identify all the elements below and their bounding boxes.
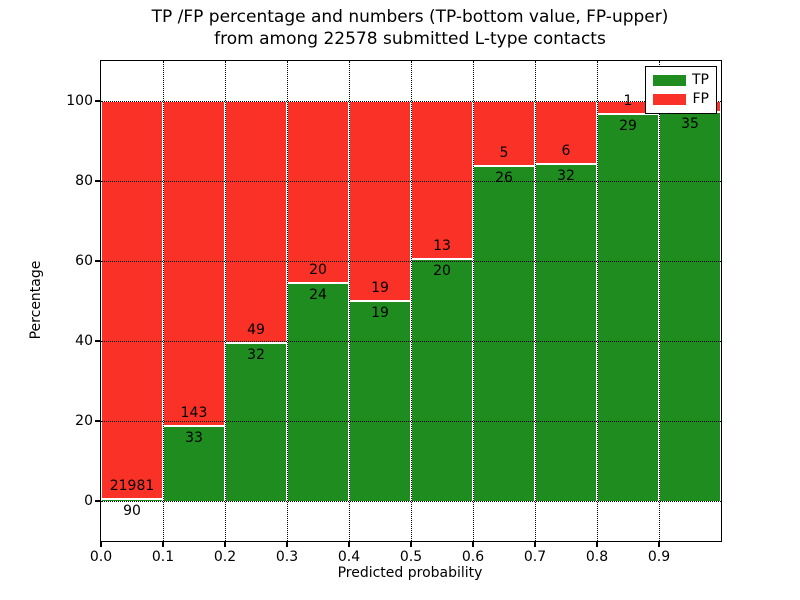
fp-count-label: 20 bbox=[309, 261, 327, 278]
x-tick bbox=[658, 541, 660, 547]
x-tick bbox=[348, 541, 350, 547]
x-axis-label: Predicted probability bbox=[337, 565, 483, 581]
y-tick bbox=[95, 340, 101, 342]
v-gridline bbox=[534, 61, 536, 541]
fp-count-label: 49 bbox=[247, 321, 265, 338]
tp-count-label: 32 bbox=[247, 346, 265, 363]
x-tick-label: 0.3 bbox=[275, 549, 299, 565]
y-tick-label: 40 bbox=[75, 333, 93, 349]
h-gridline bbox=[101, 420, 721, 422]
tp-bar-segment bbox=[411, 258, 473, 501]
h-gridline bbox=[101, 340, 721, 342]
v-gridline bbox=[286, 61, 288, 541]
fp-count-label: 143 bbox=[180, 405, 208, 421]
x-tick bbox=[596, 541, 598, 547]
tp-count-label: 90 bbox=[123, 503, 141, 520]
v-gridline bbox=[658, 61, 660, 541]
v-gridline bbox=[224, 61, 226, 541]
tp-bar-segment bbox=[659, 112, 721, 501]
v-gridline bbox=[472, 61, 474, 541]
y-tick-label: 100 bbox=[66, 93, 93, 109]
tp-count-label: 26 bbox=[495, 169, 513, 186]
tp-bar-segment bbox=[597, 114, 659, 501]
tp-count-label: 20 bbox=[433, 262, 451, 279]
fp-bar-segment bbox=[287, 101, 349, 283]
y-tick bbox=[95, 420, 101, 422]
v-gridline bbox=[596, 61, 598, 541]
y-tick bbox=[95, 180, 101, 182]
v-gridline bbox=[162, 61, 164, 541]
h-gridline bbox=[101, 100, 721, 102]
legend-item-tp: TP bbox=[653, 73, 709, 88]
fp-count-label: 1 bbox=[623, 93, 633, 110]
fp-bar-segment bbox=[349, 101, 411, 301]
v-gridline bbox=[410, 61, 412, 541]
fp-count-label: 21981 bbox=[109, 478, 155, 495]
fp-bar-segment bbox=[163, 101, 225, 426]
tp-count-label: 35 bbox=[681, 116, 699, 133]
tp-count-label: 29 bbox=[619, 118, 637, 135]
x-tick bbox=[534, 541, 536, 547]
fp-bar-segment bbox=[411, 101, 473, 259]
tp-count-label: 19 bbox=[371, 305, 389, 321]
x-tick-label: 0.6 bbox=[461, 549, 485, 565]
y-tick bbox=[95, 100, 101, 102]
fp-bar-segment bbox=[225, 101, 287, 343]
v-gridline bbox=[348, 61, 350, 541]
tp-bar-segment bbox=[349, 301, 411, 501]
tp-bar-segment bbox=[287, 282, 349, 501]
x-tick bbox=[162, 541, 164, 547]
x-tick bbox=[224, 541, 226, 547]
tp-color-swatch-icon bbox=[653, 75, 686, 86]
x-tick bbox=[472, 541, 474, 547]
x-tick-label: 0.8 bbox=[585, 549, 609, 565]
legend-label-tp: TP bbox=[692, 72, 709, 88]
fp-bar-segment bbox=[535, 101, 597, 165]
x-tick bbox=[286, 541, 288, 547]
legend-label-fp: FP bbox=[692, 91, 710, 107]
x-tick-label: 0.5 bbox=[399, 549, 423, 565]
y-axis-label: Percentage bbox=[28, 260, 44, 340]
fp-count-label: 6 bbox=[561, 143, 571, 160]
h-gridline bbox=[101, 260, 721, 262]
tp-bar-segment bbox=[473, 165, 535, 501]
plot-area: 2198190143334932202419191320526632129135… bbox=[66, 60, 722, 565]
tp-bar-segment bbox=[535, 164, 597, 501]
y-tick bbox=[95, 260, 101, 262]
x-tick-label: 0.1 bbox=[151, 549, 175, 565]
tp-count-label: 33 bbox=[185, 430, 203, 446]
tp-count-label: 24 bbox=[309, 286, 327, 303]
x-tick bbox=[410, 541, 412, 547]
x-tick-label: 0.4 bbox=[337, 549, 361, 565]
x-tick bbox=[100, 541, 102, 547]
fp-count-label: 19 bbox=[371, 280, 389, 296]
y-tick-label: 20 bbox=[75, 413, 93, 429]
chart-title-line2: from among 22578 submitted L-type contac… bbox=[214, 29, 606, 49]
fp-count-label: 13 bbox=[433, 237, 451, 254]
fp-bar-segment bbox=[101, 101, 163, 500]
x-tick-label: 0.2 bbox=[213, 549, 237, 565]
y-tick-label: 60 bbox=[75, 253, 93, 269]
x-tick-label: 0.7 bbox=[523, 549, 547, 565]
h-gridline bbox=[101, 180, 721, 182]
chart-title-line1: TP /FP percentage and numbers (TP-bottom… bbox=[151, 7, 669, 27]
legend: TP FP bbox=[645, 66, 717, 114]
x-tick-label: 0.0 bbox=[89, 549, 113, 565]
fp-count-label: 5 bbox=[499, 144, 509, 161]
y-tick bbox=[95, 500, 101, 502]
h-gridline bbox=[101, 500, 721, 502]
chart-title: TP /FP percentage and numbers (TP-bottom… bbox=[100, 6, 720, 50]
x-tick-label: 0.9 bbox=[647, 549, 671, 565]
tp-bar-segment bbox=[225, 342, 287, 501]
fp-color-swatch-icon bbox=[653, 94, 686, 105]
legend-item-fp: FP bbox=[653, 92, 709, 107]
tp-count-label: 32 bbox=[557, 168, 575, 185]
y-tick-label: 0 bbox=[84, 493, 93, 509]
y-tick-label: 80 bbox=[75, 173, 93, 189]
